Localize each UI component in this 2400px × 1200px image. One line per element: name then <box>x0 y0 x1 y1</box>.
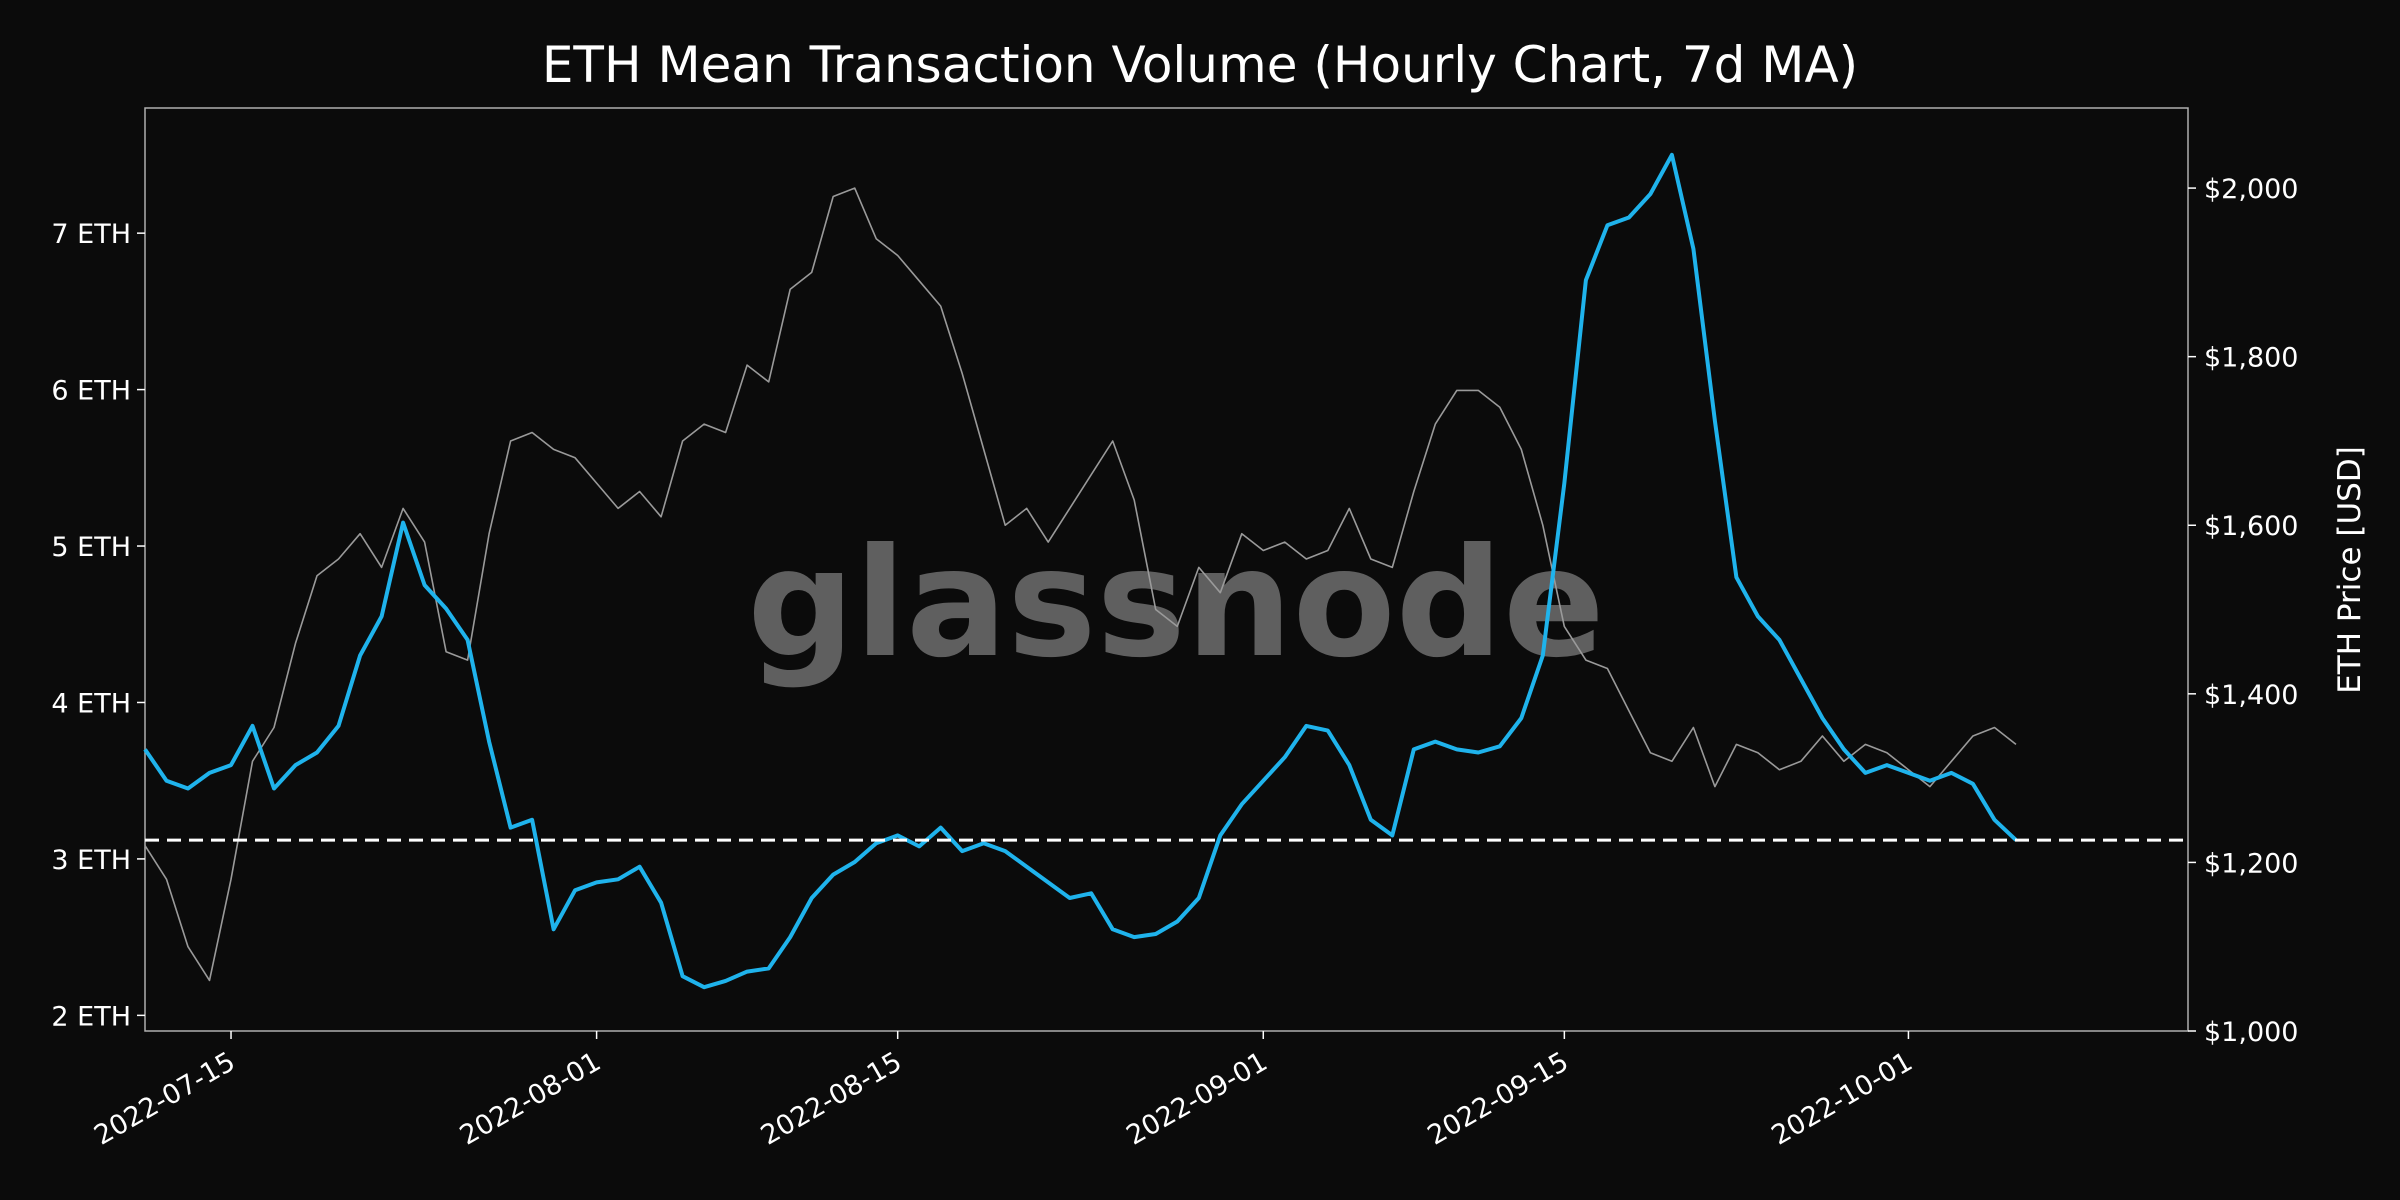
series-line-mean-transaction-volume <box>143 152 2018 990</box>
right-tick-label: $1,600 <box>2204 511 2298 542</box>
right-tick-label: $1,000 <box>2204 1017 2298 1048</box>
right-y-axis: $1,000 $1,200 $1,400 $1,600 $1,800 $2,000 <box>2188 174 2298 1048</box>
left-y-axis: 2 ETH 3 ETH 4 ETH 5 ETH 6 ETH 7 ETH <box>51 219 145 1032</box>
right-axis-label: ETH Price [USD] <box>2332 446 2368 694</box>
right-tick-label: $2,000 <box>2204 174 2298 205</box>
series-layer <box>143 152 2018 990</box>
left-tick-label: 7 ETH <box>51 219 131 250</box>
left-tick-label: 5 ETH <box>51 532 131 563</box>
plot-area-frame <box>144 107 2189 1032</box>
left-tick-label: 2 ETH <box>51 1001 131 1032</box>
right-tick-label: $1,400 <box>2204 680 2298 711</box>
right-tick-label: $1,200 <box>2204 848 2298 879</box>
watermark-logo: glassnode <box>747 517 1605 691</box>
right-tick-label: $1,800 <box>2204 343 2298 374</box>
left-tick-label: 6 ETH <box>51 376 131 407</box>
series-line-eth-price <box>144 187 2017 982</box>
left-tick-label: 3 ETH <box>51 845 131 876</box>
chart-title: ETH Mean Transaction Volume (Hourly Char… <box>542 36 1858 94</box>
left-tick-label: 4 ETH <box>51 688 131 719</box>
